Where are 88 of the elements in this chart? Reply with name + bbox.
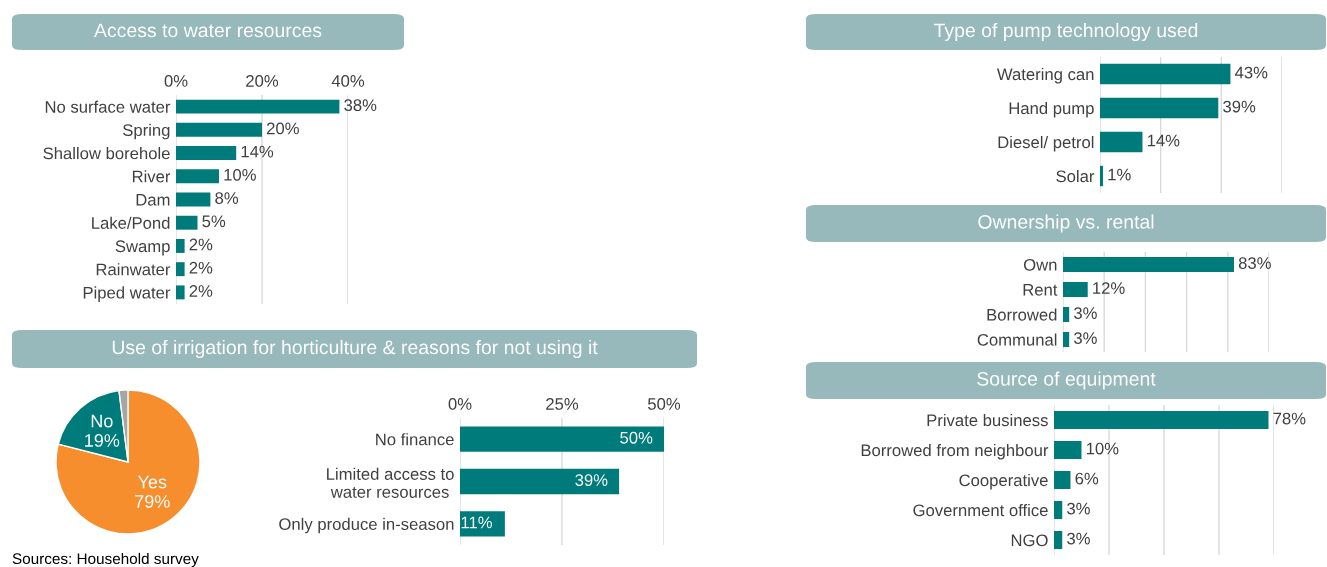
bar — [176, 99, 340, 114]
bar — [460, 468, 620, 495]
data-label: 2% — [189, 261, 213, 274]
data-label: 3% — [1067, 532, 1090, 545]
y-tick-label: Lake/Pond — [92, 216, 170, 229]
data-label: 12% — [1093, 282, 1125, 294]
data-label: 79% — [135, 495, 170, 508]
source-note: Sources: Household survey — [12, 552, 199, 567]
bar — [176, 262, 185, 277]
data-label: 14% — [241, 145, 274, 158]
data-label: 43% — [1234, 66, 1268, 79]
data-label: 3% — [1073, 307, 1097, 319]
y-tick-label: Solar — [1056, 169, 1095, 183]
bar — [176, 215, 198, 230]
y-tick-label: Communal — [977, 333, 1057, 346]
data-label: 11% — [461, 516, 492, 529]
bar — [460, 426, 664, 452]
y-tick-label: Cooperative — [959, 473, 1048, 490]
bar — [1054, 411, 1269, 429]
bar — [176, 238, 185, 253]
chart-title: Source of equipment — [977, 371, 1156, 390]
data-label: 8% — [215, 192, 239, 204]
data-label: 3% — [1067, 502, 1090, 515]
text: Use of irrigation for horticulture & reasons for not using it — [112, 339, 598, 359]
y-tick-label: Spring — [123, 123, 170, 140]
data-label: 39% — [1223, 100, 1256, 113]
data-label: 10% — [1086, 442, 1119, 455]
bar — [1100, 165, 1104, 187]
y-tick-label: Rainwater — [96, 263, 171, 276]
bar — [1054, 441, 1082, 459]
data-label: 14% — [1147, 134, 1180, 147]
y-tick-label: Dam — [136, 194, 170, 206]
data-label: 38% — [344, 99, 377, 112]
data-label: 3% — [1073, 332, 1097, 344]
bar — [1100, 97, 1219, 119]
y-tick-label: No surface water — [45, 100, 171, 113]
bar — [1054, 531, 1063, 549]
y-tick-label: Shallow borehole — [43, 147, 170, 160]
y-tick-label: Private business — [927, 413, 1048, 427]
x-tick-label: 40% — [331, 75, 365, 87]
data-label: 10% — [224, 168, 256, 181]
y-tick-label: Diesel/ petrol — [998, 135, 1094, 152]
bar — [1100, 63, 1231, 85]
data-label: 1% — [1108, 168, 1131, 181]
y-tick-label: River — [132, 170, 171, 183]
data-label: 20% — [267, 122, 299, 135]
chart-title: Type of pump technology used — [934, 22, 1198, 42]
data-label: 19% — [85, 434, 120, 447]
slice-label: No — [91, 414, 113, 428]
y-tick-label: Hand pump — [1009, 101, 1094, 118]
y-tick-label: Government office — [913, 503, 1048, 517]
bar — [176, 122, 262, 137]
chart-title: Ownership vs. rental — [978, 214, 1154, 233]
pie-slice — [55, 389, 201, 535]
x-tick-label: 0% — [448, 398, 472, 410]
data-label: 83% — [1238, 257, 1271, 269]
x-tick-label: 50% — [647, 398, 681, 410]
y-tick-label: NGO — [1011, 534, 1048, 547]
bar — [1054, 501, 1063, 519]
bar — [460, 511, 505, 537]
data-label: 6% — [1075, 472, 1099, 485]
bar — [176, 192, 211, 207]
bar — [1054, 471, 1071, 489]
bar — [176, 285, 185, 300]
y-tick-label: Borrowed from neighbour — [861, 443, 1049, 460]
slice-label: Yes — [137, 475, 167, 489]
x-tick-label: 0% — [164, 75, 188, 87]
data-label: 78% — [1273, 412, 1306, 425]
data-label: 2% — [189, 238, 213, 251]
data-label: 50% — [620, 431, 653, 444]
bar — [1100, 131, 1143, 153]
data-label: 2% — [189, 285, 213, 297]
bar — [176, 146, 237, 161]
data-label: 5% — [202, 215, 226, 228]
y-tick-label: Rent — [1023, 284, 1058, 296]
y-tick-label: Limited access to water resources — [327, 467, 454, 498]
y-tick-label: Own — [1023, 258, 1057, 271]
y-tick-label: Only produce in-season — [279, 517, 454, 534]
data-label: 39% — [575, 474, 608, 486]
y-tick-label: No finance — [376, 433, 454, 446]
chart-title: Access to water resources — [94, 23, 322, 38]
y-tick-label: Borrowed — [987, 308, 1057, 321]
y-tick-label: Watering can — [996, 67, 1094, 84]
y-tick-label: Piped water — [83, 286, 171, 302]
bar — [176, 169, 219, 184]
x-tick-label: 25% — [546, 398, 579, 410]
y-tick-label: Swamp — [115, 240, 170, 256]
x-tick-label: 20% — [246, 75, 279, 87]
